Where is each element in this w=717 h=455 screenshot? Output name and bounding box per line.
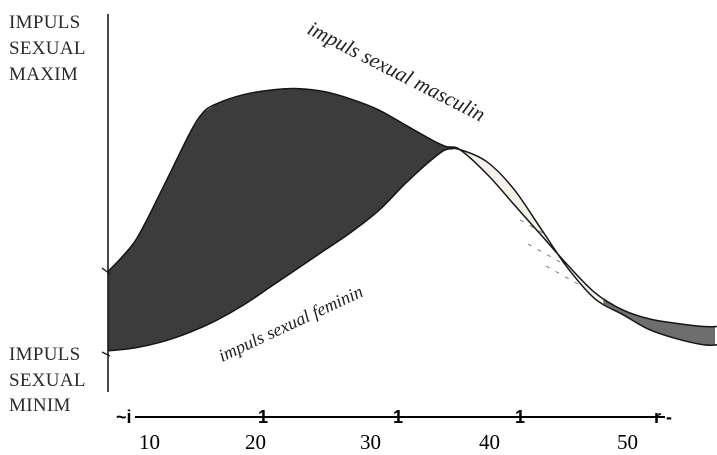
y-axis-tick-top (101, 267, 111, 275)
x-tick-labels: 10 20 30 40 50 (139, 430, 638, 454)
x-tick-label: 30 (360, 430, 381, 454)
y-label-min-line: IMPULS (9, 344, 80, 365)
x-tick-label: 20 (245, 430, 266, 454)
y-label-min-line: SEXUAL (9, 370, 86, 391)
female-impulse-line (107, 147, 717, 352)
x-axis-glyph: 1 (393, 407, 403, 427)
series-lines (107, 87, 717, 352)
hatch-stroke (527, 243, 561, 263)
y-label-max-line: IMPULS (9, 12, 80, 33)
y-label-max-line: SEXUAL (9, 38, 86, 59)
y-label-minimum: IMPULS SEXUAL MINIM (9, 344, 86, 416)
x-axis-glyph: 1 (258, 407, 268, 427)
y-label-maximum: IMPULS SEXUAL MAXIM (9, 12, 86, 85)
y-label-min-line: MINIM (9, 395, 71, 416)
female-dominant-area (453, 148, 602, 303)
male-impulse-line (107, 87, 717, 328)
x-tick-label: 50 (617, 430, 638, 454)
y-label-max-line: MAXIM (9, 64, 78, 85)
male-dominant-area (108, 88, 454, 351)
x-axis-glyph: 1 (515, 407, 525, 427)
x-tick-label: 10 (139, 430, 160, 454)
x-axis-glyph-end: r - (654, 407, 672, 427)
female-dominant-hatching (519, 219, 579, 285)
y-axis-tick-bottom (101, 351, 111, 357)
x-axis-glyph-start: ~i (116, 407, 132, 427)
x-tick-label: 40 (479, 430, 500, 454)
